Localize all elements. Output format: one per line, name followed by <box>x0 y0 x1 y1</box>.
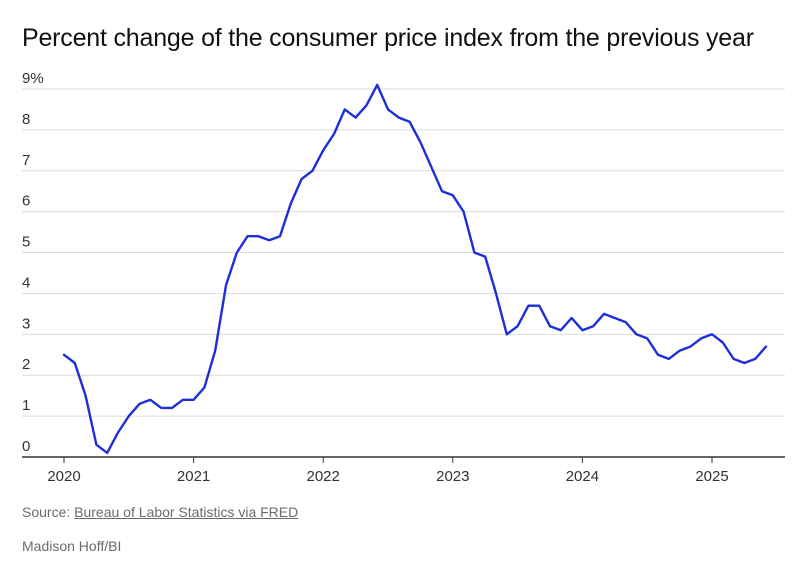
y-tick-label: 4 <box>22 274 30 291</box>
y-tick-label: 3 <box>22 315 30 332</box>
y-axis-labels: 0 1 2 3 4 5 6 7 8 9% <box>22 70 44 455</box>
y-tick-label: 7 <box>22 152 30 169</box>
x-tick-label: 2023 <box>436 468 469 485</box>
y-tick-label: 2 <box>22 356 30 373</box>
credit-line: Madison Hoff/BI <box>22 538 122 554</box>
series-line-0 <box>62 83 768 455</box>
series-layer <box>62 83 768 455</box>
x-tick-label: 2024 <box>566 468 599 485</box>
x-axis-labels: 2020 2021 2022 2023 2024 2025 <box>47 468 728 485</box>
y-tick-label: 9% <box>22 70 44 87</box>
x-tick-label: 2020 <box>47 468 80 485</box>
grid-lines <box>22 88 785 417</box>
source-link[interactable]: Bureau of Labor Statistics via FRED <box>74 504 299 520</box>
y-tick-label: 8 <box>22 111 30 128</box>
x-tick-label: 2025 <box>695 468 728 485</box>
x-axis <box>22 456 785 463</box>
source-prefix: Source: <box>22 504 75 520</box>
y-tick-label: 1 <box>22 397 30 414</box>
x-tick-label: 2021 <box>177 468 210 485</box>
x-tick-label: 2022 <box>307 468 340 485</box>
line-chart: 0 1 2 3 4 5 6 7 8 9% 2020 2021 2022 2023 2024 2025 <box>22 70 785 485</box>
chart-title: Percent change of the consumer price ind… <box>22 24 754 52</box>
y-tick-label: 5 <box>22 234 30 251</box>
y-tick-label: 6 <box>22 193 30 210</box>
y-tick-label: 0 <box>22 438 30 455</box>
source-note: Source: Bureau of Labor Statistics via F… <box>22 504 298 520</box>
